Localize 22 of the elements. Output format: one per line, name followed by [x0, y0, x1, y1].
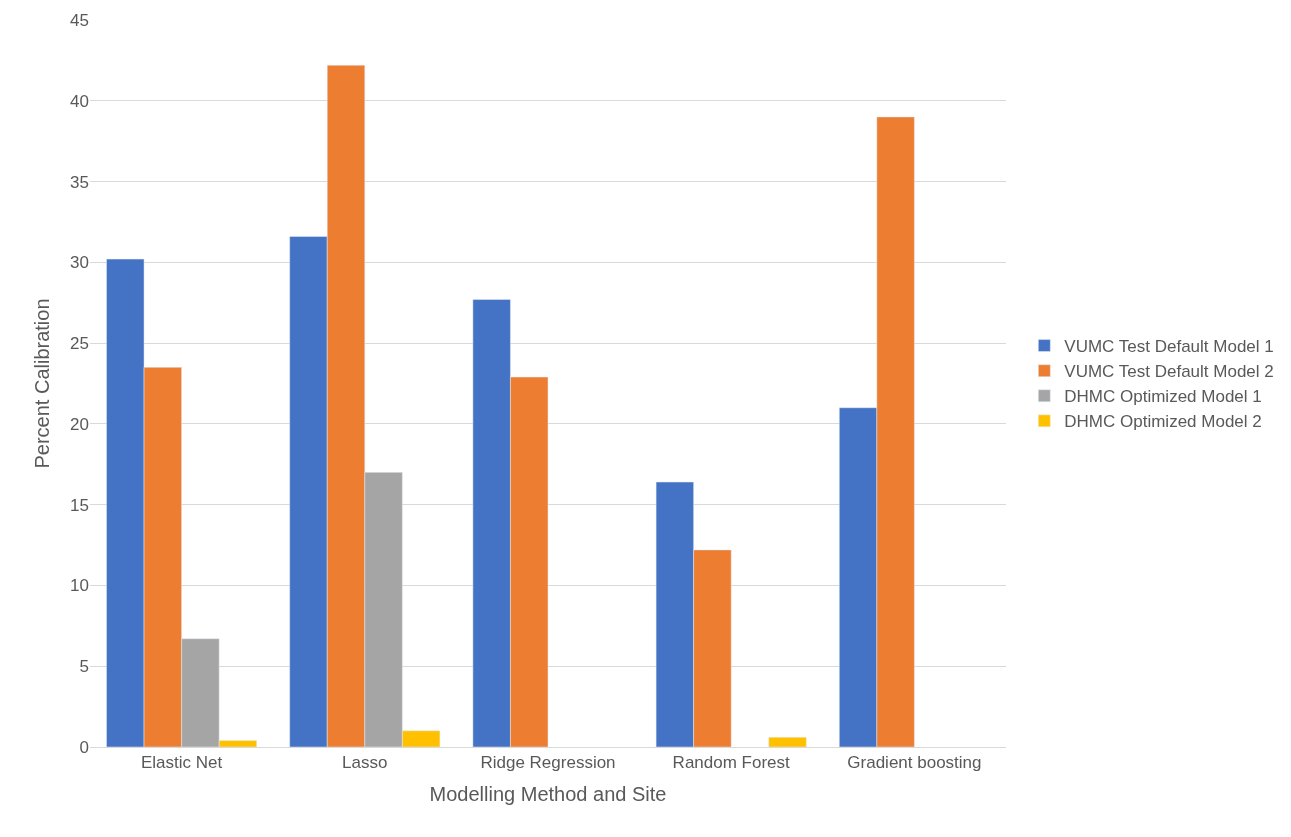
- legend-label: DHMC Optimized Model 1: [1064, 387, 1262, 407]
- x-tick-label: Elastic Net: [140, 753, 223, 773]
- y-tick-label: 35: [70, 172, 89, 192]
- y-tick-label: 20: [70, 414, 89, 434]
- x-tick-label: Gradient boosting: [847, 753, 982, 773]
- y-tick-label: 15: [70, 495, 89, 515]
- x-tick-label: Random Forest: [672, 753, 791, 773]
- legend-label: DHMC Optimized Model 2: [1064, 412, 1262, 432]
- y-tick-label: 10: [70, 576, 89, 596]
- x-axis-title: Modelling Method and Site: [429, 782, 667, 805]
- y-tick-label: 0: [79, 737, 89, 757]
- y-tick-label: 5: [79, 657, 89, 677]
- bar: [768, 737, 807, 747]
- y-axis-title: Percent Calibration: [30, 298, 53, 469]
- y-tick-label: 30: [70, 253, 89, 273]
- y-tick-label: 40: [70, 91, 89, 111]
- legend-label: VUMC Test Default Model 1: [1064, 337, 1274, 357]
- x-tick-label: Lasso: [342, 753, 388, 773]
- x-tick-label: Ridge Regression: [480, 753, 616, 773]
- legend-label: VUMC Test Default Model 2: [1064, 362, 1274, 382]
- y-tick-label: 45: [70, 10, 89, 30]
- y-tick-label: 25: [70, 334, 89, 354]
